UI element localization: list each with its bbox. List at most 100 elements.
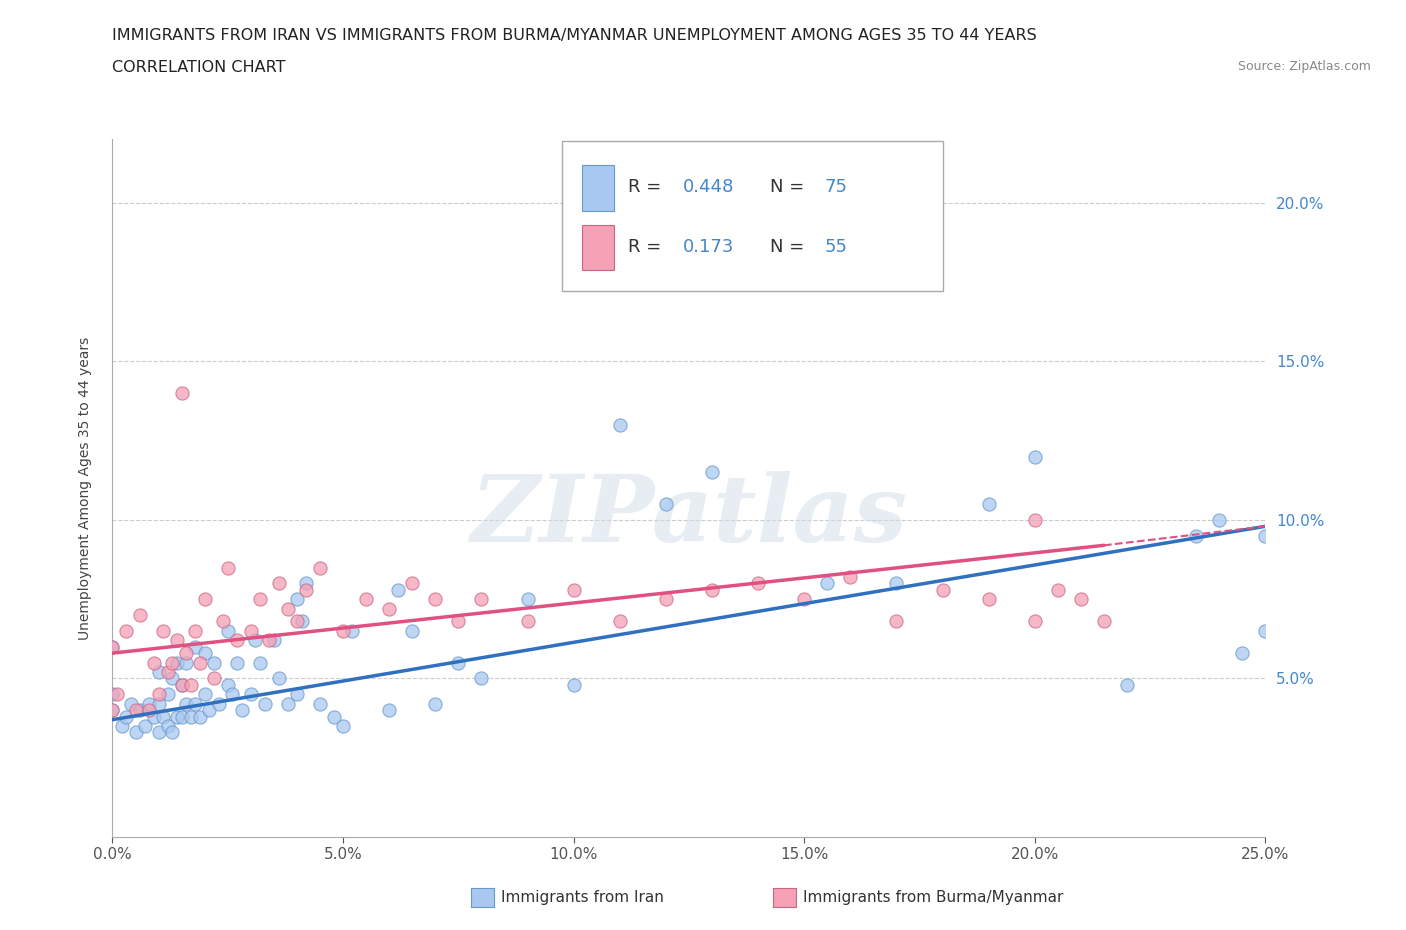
Point (143, 655, 166, 670)
Point (1024, 614, 1046, 629)
Point (226, 655, 249, 670)
Text: N =: N = (769, 178, 810, 196)
Point (1046, 582, 1069, 597)
Point (886, 576, 908, 591)
Point (174, 697, 197, 711)
Point (162, 725, 184, 740)
Point (180, 677, 202, 692)
Point (470, 591, 492, 606)
Point (138, 703, 160, 718)
Point (1254, 528, 1277, 543)
Point (202, 671, 225, 686)
Point (194, 645, 217, 660)
Point (162, 671, 184, 686)
Point (290, 614, 312, 629)
Point (184, 639, 207, 654)
Point (562, 677, 585, 692)
FancyBboxPatch shape (562, 141, 942, 291)
Point (332, 623, 354, 638)
Point (447, 614, 470, 629)
Point (174, 645, 197, 660)
Point (277, 602, 299, 617)
Point (115, 709, 138, 724)
Point (747, 576, 769, 591)
Point (277, 697, 299, 711)
Point (793, 591, 815, 606)
Point (120, 697, 142, 711)
Point (1208, 512, 1230, 527)
Text: N =: N = (769, 238, 810, 256)
Point (129, 607, 152, 622)
Text: 0.173: 0.173 (683, 238, 734, 256)
Point (267, 576, 290, 591)
Text: 75: 75 (825, 178, 848, 196)
Point (101, 639, 124, 654)
Text: Source: ZipAtlas.com: Source: ZipAtlas.com (1237, 60, 1371, 73)
Point (516, 614, 538, 629)
Point (609, 418, 631, 432)
Point (815, 576, 838, 591)
Point (1024, 512, 1046, 527)
Point (401, 623, 423, 638)
Point (166, 709, 188, 724)
Point (170, 677, 193, 692)
Point (253, 697, 276, 711)
Text: R =: R = (628, 178, 666, 196)
Point (148, 697, 170, 711)
Point (309, 560, 332, 575)
Point (148, 687, 170, 702)
Point (700, 465, 723, 480)
Point (166, 633, 188, 648)
Point (194, 687, 217, 702)
Point (401, 576, 423, 591)
Point (212, 614, 235, 629)
Point (295, 576, 318, 591)
Text: ZIPatlas: ZIPatlas (471, 472, 907, 561)
Point (184, 697, 207, 711)
Point (115, 623, 138, 638)
Point (217, 623, 239, 638)
Point (101, 639, 124, 654)
Point (170, 677, 193, 692)
Point (309, 697, 332, 711)
Point (156, 665, 179, 680)
Point (166, 655, 188, 670)
Point (977, 591, 1000, 606)
Point (124, 725, 146, 740)
Point (977, 497, 1000, 512)
Point (447, 655, 470, 670)
Point (170, 709, 193, 724)
Point (1024, 449, 1046, 464)
Point (198, 703, 221, 718)
Point (162, 655, 184, 670)
Text: 0.448: 0.448 (683, 178, 734, 196)
Text: CORRELATION CHART: CORRELATION CHART (112, 60, 285, 75)
Point (245, 633, 267, 648)
Point (143, 709, 166, 724)
Point (387, 582, 409, 597)
Point (655, 591, 678, 606)
Point (285, 591, 308, 606)
Point (342, 623, 364, 638)
Text: IMMIGRANTS FROM IRAN VS IMMIGRANTS FROM BURMA/MYANMAR UNEMPLOYMENT AMONG AGES 35: IMMIGRANTS FROM IRAN VS IMMIGRANTS FROM … (112, 28, 1038, 43)
Text: 55: 55 (825, 238, 848, 256)
FancyBboxPatch shape (582, 166, 614, 211)
Point (101, 703, 124, 718)
Point (180, 709, 202, 724)
Point (295, 582, 318, 597)
Point (322, 709, 344, 724)
Point (152, 709, 174, 724)
Point (609, 614, 631, 629)
Point (124, 703, 146, 718)
Point (354, 591, 377, 606)
Point (562, 582, 585, 597)
Point (1185, 528, 1208, 543)
Point (174, 655, 197, 670)
Point (152, 623, 174, 638)
Point (239, 623, 262, 638)
Point (470, 671, 492, 686)
Point (886, 614, 908, 629)
Text: Immigrants from Iran: Immigrants from Iran (501, 890, 664, 905)
Point (188, 709, 211, 724)
Point (207, 697, 229, 711)
